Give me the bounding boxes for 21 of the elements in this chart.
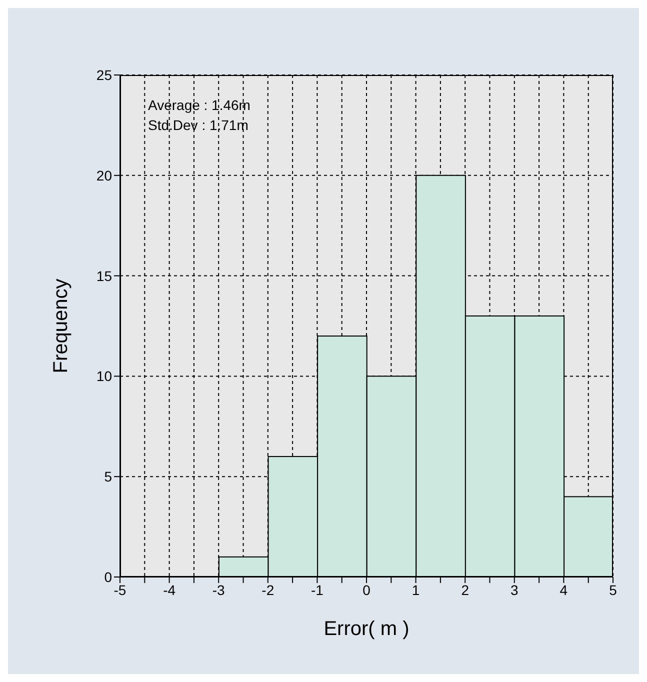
x-tick-label: 3 (510, 582, 518, 598)
x-axis-title: Error( m ) (324, 618, 410, 640)
y-tick-label: 15 (96, 268, 112, 284)
x-tick-label: -4 (163, 582, 176, 598)
x-tick-label: 2 (461, 582, 470, 598)
x-tick-label: -3 (212, 582, 226, 598)
x-tick-label: 0 (362, 582, 371, 598)
x-tick-label: 4 (560, 582, 568, 598)
x-tick-label: -5 (114, 582, 126, 598)
x-tick-label: -1 (310, 582, 324, 598)
x-tick-label: 5 (609, 582, 618, 598)
x-tick-label: -2 (262, 582, 274, 598)
y-tick-label: 0 (104, 568, 112, 585)
y-tick-label: 5 (104, 468, 112, 485)
annotation: Average : 1.46m (148, 96, 250, 115)
y-tick-label: 25 (96, 66, 112, 83)
y-axis-title: Frequency (50, 278, 72, 374)
x-tick-label: 1 (412, 582, 420, 598)
y-tick-label: 20 (96, 167, 112, 184)
annotation: Std.Dev : 1.71m (148, 116, 250, 135)
y-tick-label: 10 (96, 368, 112, 384)
